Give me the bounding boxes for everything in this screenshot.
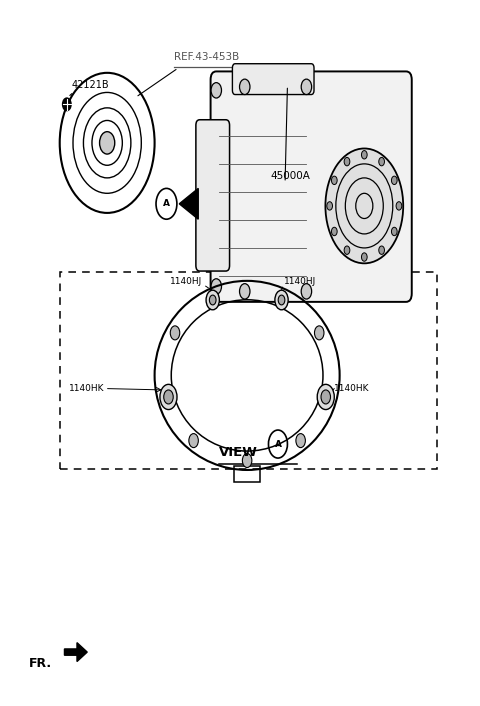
Circle shape	[278, 295, 285, 305]
Circle shape	[317, 384, 334, 409]
Text: A: A	[275, 440, 281, 448]
Text: 1140HK: 1140HK	[69, 385, 105, 393]
Text: 1140HJ: 1140HJ	[284, 277, 316, 286]
Circle shape	[301, 79, 312, 95]
Circle shape	[211, 279, 221, 294]
Circle shape	[209, 295, 216, 305]
Circle shape	[332, 227, 337, 236]
Circle shape	[211, 83, 221, 98]
Circle shape	[314, 326, 324, 340]
Circle shape	[379, 157, 384, 166]
Circle shape	[99, 131, 115, 154]
Text: FR.: FR.	[29, 657, 52, 669]
Circle shape	[321, 390, 331, 404]
Circle shape	[396, 202, 402, 210]
Circle shape	[170, 326, 180, 340]
Circle shape	[240, 79, 250, 95]
Circle shape	[325, 148, 403, 263]
Circle shape	[206, 290, 219, 310]
Circle shape	[275, 290, 288, 310]
Text: VIEW: VIEW	[219, 446, 258, 460]
Circle shape	[164, 390, 173, 404]
Circle shape	[344, 246, 350, 254]
Circle shape	[189, 433, 198, 448]
Circle shape	[240, 284, 250, 299]
Circle shape	[379, 246, 384, 254]
FancyBboxPatch shape	[211, 71, 412, 302]
Circle shape	[62, 98, 71, 111]
Circle shape	[301, 284, 312, 299]
Polygon shape	[64, 642, 87, 662]
Text: 1140HJ: 1140HJ	[170, 277, 202, 286]
Circle shape	[332, 176, 337, 184]
FancyBboxPatch shape	[196, 120, 229, 271]
Circle shape	[296, 433, 305, 448]
Circle shape	[327, 202, 333, 210]
Bar	[60, 273, 437, 469]
Circle shape	[242, 453, 252, 467]
Circle shape	[392, 176, 397, 184]
Text: REF.43-453B: REF.43-453B	[174, 52, 239, 62]
Circle shape	[392, 227, 397, 236]
Text: 42121B: 42121B	[72, 80, 109, 90]
Text: A: A	[163, 199, 170, 208]
Circle shape	[344, 157, 350, 166]
Circle shape	[361, 253, 367, 261]
FancyBboxPatch shape	[232, 64, 314, 95]
Text: 45000A: 45000A	[271, 172, 311, 181]
Text: 1140HK: 1140HK	[334, 385, 370, 393]
Circle shape	[160, 384, 177, 409]
Polygon shape	[179, 189, 198, 220]
Circle shape	[361, 150, 367, 159]
